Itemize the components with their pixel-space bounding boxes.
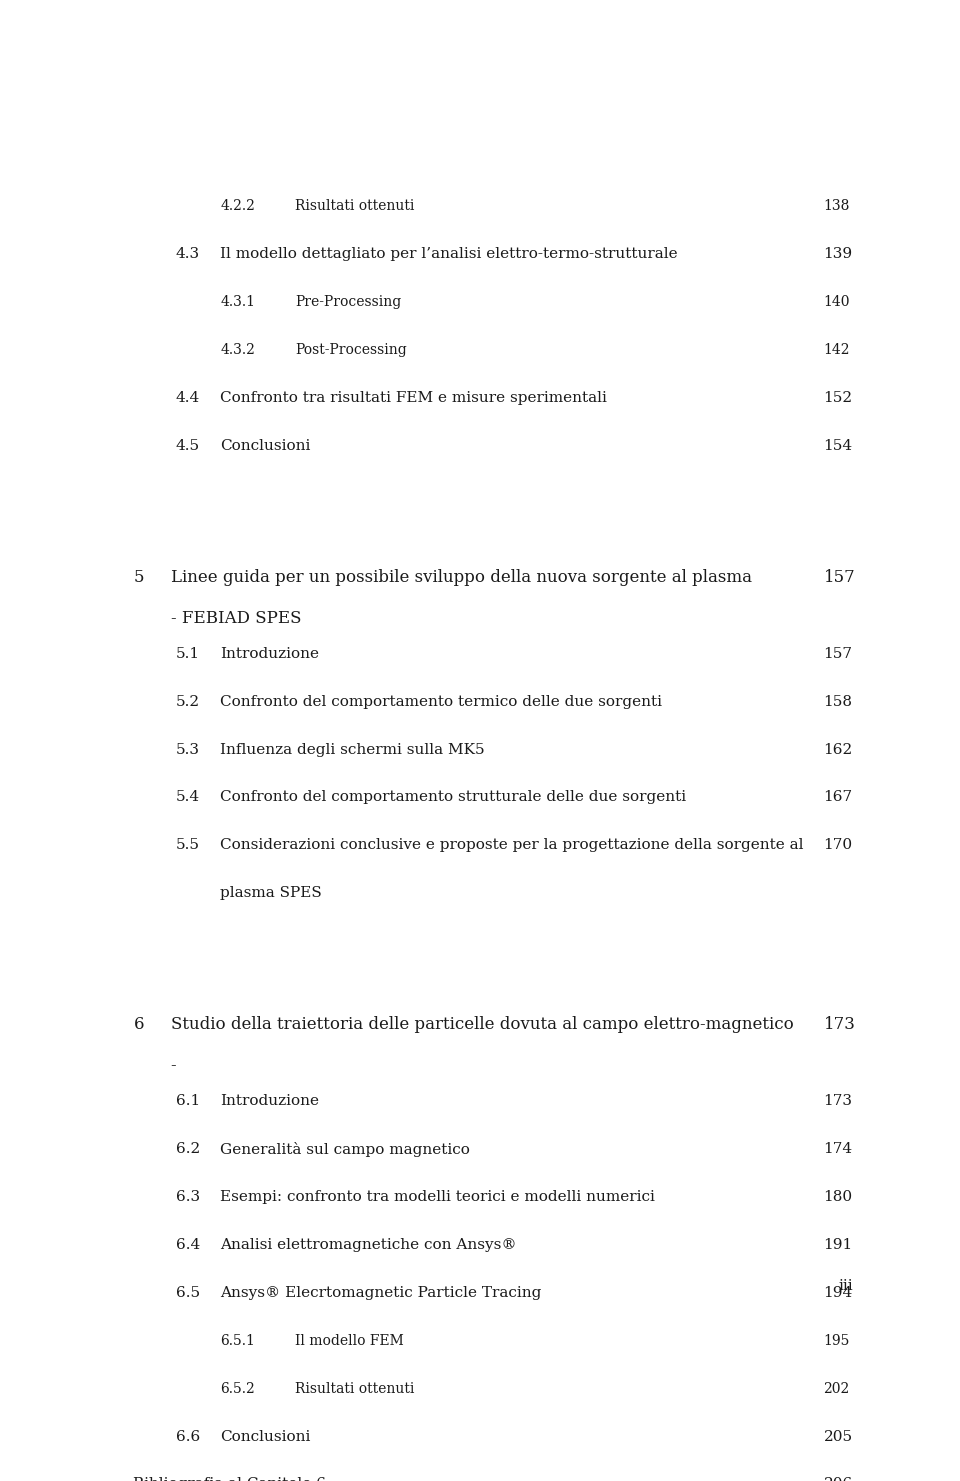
Text: 6.6: 6.6 [176, 1429, 200, 1444]
Text: Analisi elettromagnetiche con Ansys®: Analisi elettromagnetiche con Ansys® [221, 1238, 517, 1251]
Text: 6.5: 6.5 [176, 1286, 200, 1300]
Text: 167: 167 [824, 791, 852, 804]
Text: 4.3.1: 4.3.1 [221, 295, 255, 310]
Text: 5.5: 5.5 [176, 838, 200, 853]
Text: Generalità sul campo magnetico: Generalità sul campo magnetico [221, 1142, 470, 1157]
Text: 5.4: 5.4 [176, 791, 200, 804]
Text: Considerazioni conclusive e proposte per la progettazione della sorgente al: Considerazioni conclusive e proposte per… [221, 838, 804, 853]
Text: 4.3.2: 4.3.2 [221, 344, 255, 357]
Text: 194: 194 [824, 1286, 852, 1300]
Text: Confronto tra risultati FEM e misure sperimentali: Confronto tra risultati FEM e misure spe… [221, 391, 608, 404]
Text: 157: 157 [824, 647, 852, 661]
Text: 6: 6 [133, 1016, 144, 1034]
Text: Risultati ottenuti: Risultati ottenuti [295, 1382, 414, 1395]
Text: Il modello dettagliato per l’analisi elettro-termo-strutturale: Il modello dettagliato per l’analisi ele… [221, 247, 678, 261]
Text: Influenza degli schermi sulla MK5: Influenza degli schermi sulla MK5 [221, 742, 485, 757]
Text: 154: 154 [824, 438, 852, 453]
Text: 173: 173 [824, 1094, 852, 1108]
Text: Confronto del comportamento strutturale delle due sorgenti: Confronto del comportamento strutturale … [221, 791, 686, 804]
Text: - FEBIAD SPES: - FEBIAD SPES [171, 610, 301, 626]
Text: 191: 191 [824, 1238, 852, 1251]
Text: 5.3: 5.3 [176, 742, 200, 757]
Text: 138: 138 [824, 200, 850, 213]
Text: Pre-Processing: Pre-Processing [295, 295, 401, 310]
Text: Risultati ottenuti: Risultati ottenuti [295, 200, 414, 213]
Text: 202: 202 [824, 1382, 850, 1395]
Text: Introduzione: Introduzione [221, 1094, 320, 1108]
Text: 4.3: 4.3 [176, 247, 200, 261]
Text: 139: 139 [824, 247, 852, 261]
Text: Confronto del comportamento termico delle due sorgenti: Confronto del comportamento termico dell… [221, 695, 662, 708]
Text: plasma SPES: plasma SPES [221, 886, 323, 900]
Text: 4.4: 4.4 [176, 391, 200, 404]
Text: 5.2: 5.2 [176, 695, 200, 708]
Text: Studio della traiettoria delle particelle dovuta al campo elettro-magnetico: Studio della traiettoria delle particell… [171, 1016, 793, 1034]
Text: iii: iii [839, 1280, 853, 1293]
Text: Post-Processing: Post-Processing [295, 344, 407, 357]
Text: 205: 205 [824, 1429, 852, 1444]
Text: Ansys® Elecrtomagnetic Particle Tracing: Ansys® Elecrtomagnetic Particle Tracing [221, 1286, 541, 1300]
Text: Conclusioni: Conclusioni [221, 1429, 311, 1444]
Text: 206: 206 [824, 1478, 852, 1481]
Text: 157: 157 [824, 569, 855, 586]
Text: 5: 5 [133, 569, 144, 586]
Text: 174: 174 [824, 1142, 852, 1157]
Text: Bibliografia al Capitolo 6: Bibliografia al Capitolo 6 [133, 1478, 326, 1481]
Text: 6.4: 6.4 [176, 1238, 200, 1251]
Text: 180: 180 [824, 1191, 852, 1204]
Text: 162: 162 [824, 742, 852, 757]
Text: 6.1: 6.1 [176, 1094, 200, 1108]
Text: 6.3: 6.3 [176, 1191, 200, 1204]
Text: 140: 140 [824, 295, 850, 310]
Text: Linee guida per un possibile sviluppo della nuova sorgente al plasma: Linee guida per un possibile sviluppo de… [171, 569, 752, 586]
Text: 6.2: 6.2 [176, 1142, 200, 1157]
Text: 173: 173 [824, 1016, 855, 1034]
Text: 4.5: 4.5 [176, 438, 200, 453]
Text: 142: 142 [824, 344, 850, 357]
Text: Introduzione: Introduzione [221, 647, 320, 661]
Text: 6.5.2: 6.5.2 [221, 1382, 255, 1395]
Text: 152: 152 [824, 391, 852, 404]
Text: 6.5.1: 6.5.1 [221, 1334, 255, 1348]
Text: 195: 195 [824, 1334, 850, 1348]
Text: 4.2.2: 4.2.2 [221, 200, 255, 213]
Text: Conclusioni: Conclusioni [221, 438, 311, 453]
Text: Il modello FEM: Il modello FEM [295, 1334, 403, 1348]
Text: 170: 170 [824, 838, 852, 853]
Text: 5.1: 5.1 [176, 647, 200, 661]
Text: Esempi: confronto tra modelli teorici e modelli numerici: Esempi: confronto tra modelli teorici e … [221, 1191, 656, 1204]
Text: -: - [171, 1057, 177, 1074]
Text: 158: 158 [824, 695, 852, 708]
